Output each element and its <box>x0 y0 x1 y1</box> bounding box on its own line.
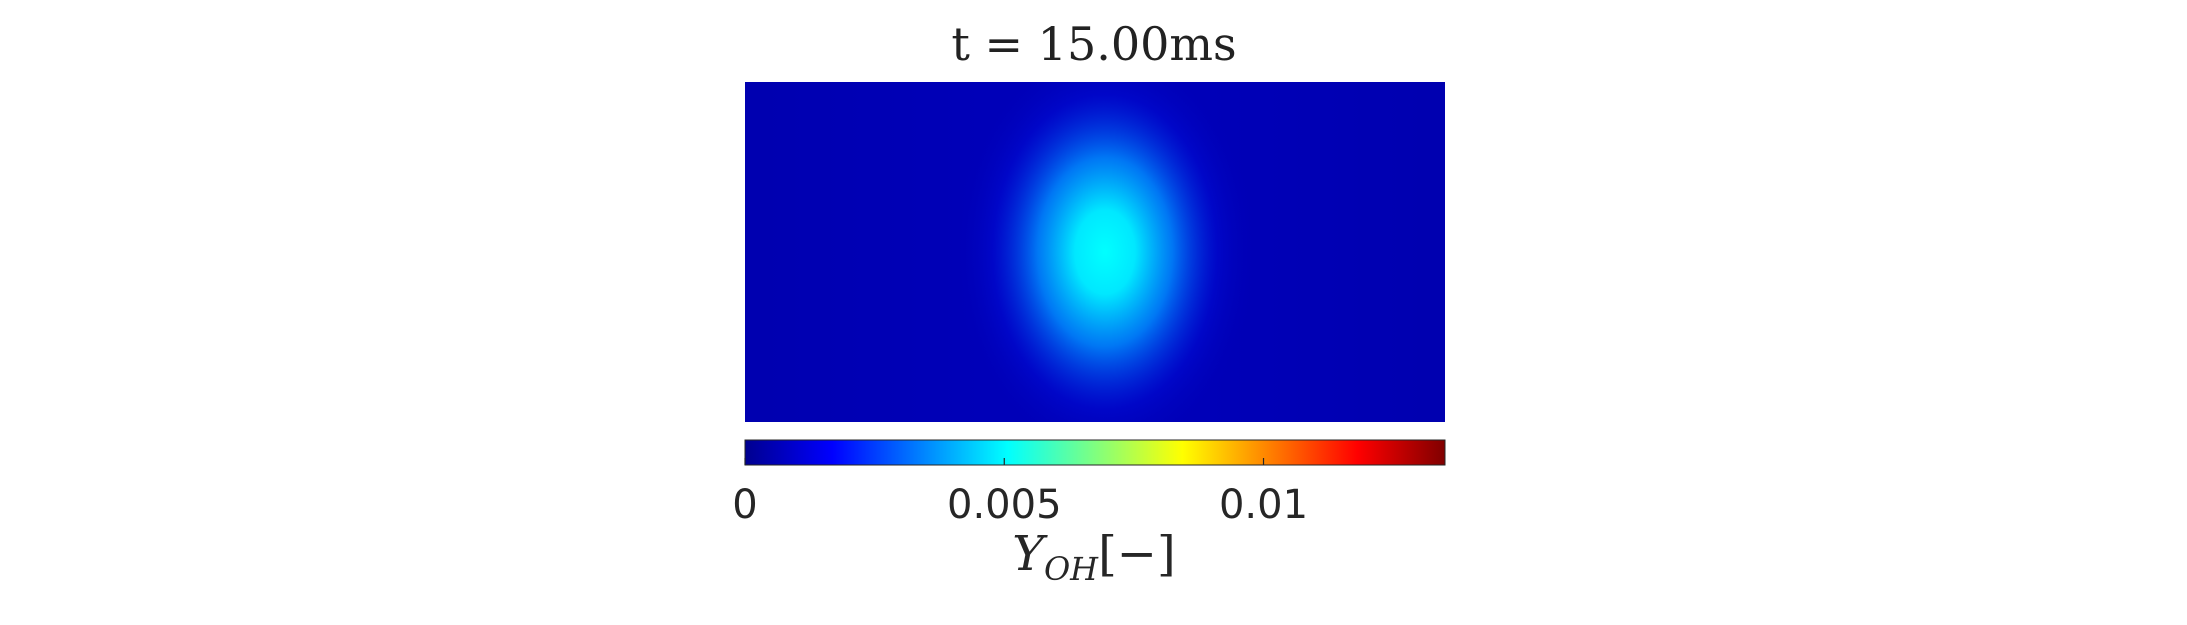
colorbar-label-sub: OH <box>1044 550 1099 588</box>
colorbar-tick-label: 0.01 <box>1219 482 1308 528</box>
colorbar-tick-label: 0.005 <box>947 482 1062 528</box>
colorbar-gradient <box>744 439 1446 466</box>
colorbar-tick-label: 0 <box>732 482 757 528</box>
colorbar-ticks: 0 0.005 0.01 <box>732 458 1308 528</box>
colorbar-label-unit: [−] <box>1098 526 1176 582</box>
colorbar: 0 0.005 0.01 YOH[−] <box>732 439 1446 588</box>
chart-title: t = 15.00ms <box>951 17 1236 71</box>
colorbar-label-main: Y <box>1012 526 1048 582</box>
heatmap-field <box>745 82 1445 422</box>
heatmap-spot <box>955 82 1255 422</box>
colorbar-label: YOH[−] <box>1012 526 1176 588</box>
